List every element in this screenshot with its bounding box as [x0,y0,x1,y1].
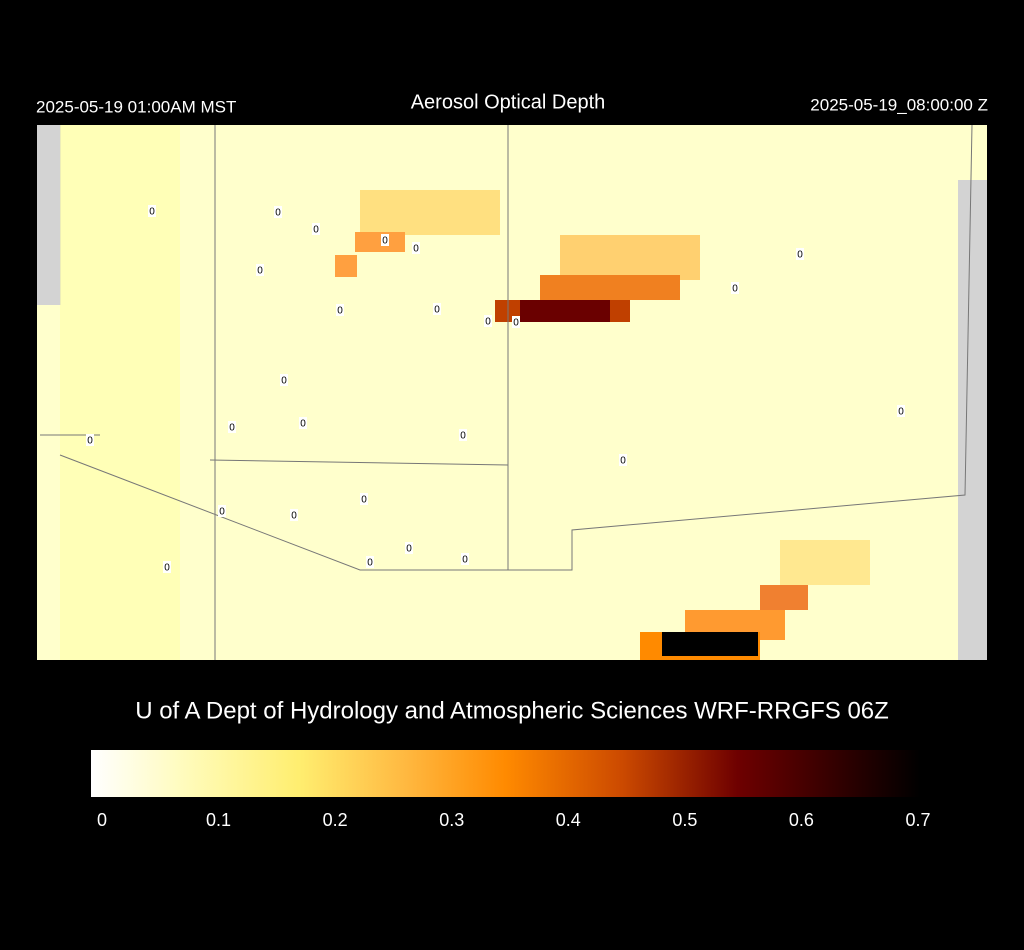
map [37,124,987,660]
station-box [405,542,413,554]
station-value: 0 [620,456,626,467]
valid-utc: 2025-05-19_08:00:00 Z [810,95,988,114]
station-box [218,505,226,517]
station-box [796,248,804,260]
station-value: 0 [300,419,306,430]
station-value: 0 [257,266,263,277]
station-value: 0 [797,250,803,261]
station-box [484,315,492,327]
station-value: 0 [164,563,170,574]
colorbar-tick-label: 0.1 [206,810,231,830]
station-box [86,434,94,446]
station-value: 0 [460,431,466,442]
station-box [228,421,236,433]
borders [40,124,973,660]
station-value: 0 [413,244,419,255]
plume [760,585,808,610]
colorbar-tick-label: 0.6 [789,810,814,830]
station-value: 0 [485,317,491,328]
station-box [433,303,441,315]
station-value: 0 [462,555,468,566]
station-box [360,493,368,505]
stations: 0 0 0 0 0 0 0 0 0 0 0 0 0 0 0 0 0 0 0 0 0 0 0 0 0 0 [86,205,905,574]
plume [662,632,758,656]
station-value: 0 [898,407,904,418]
map-title: Aerosol Optical Depth [411,91,606,113]
station-value: 0 [219,507,225,518]
colorbar-tick-label: 0.7 [905,810,930,830]
plume [335,255,357,277]
station-box [148,205,156,217]
plume [355,232,405,252]
station-value: 0 [361,495,367,506]
station-box [619,454,627,466]
station-value: 0 [313,225,319,236]
plume [540,275,680,300]
station-box [163,561,171,573]
station-box [290,509,298,521]
station-box [366,556,374,568]
station-value: 0 [434,305,440,316]
colorbar-tick-label: 0.5 [672,810,697,830]
station-box [897,405,905,417]
plume [520,300,610,322]
station-box [459,429,467,441]
station-value: 0 [149,207,155,218]
station-box [256,264,264,276]
station-value: 0 [406,544,412,555]
station-box [312,223,320,235]
colorbar-tick-label: 0 [97,810,107,830]
station-value: 0 [732,284,738,295]
station-value: 0 [337,306,343,317]
station-value: 0 [382,236,388,247]
station-value: 0 [281,376,287,387]
colorbar-tick-label: 0.3 [439,810,464,830]
colorbar-ticks: 0 0.1 0.2 0.3 0.4 0.5 0.6 0.7 [97,810,931,830]
station-box [381,234,389,246]
station-box [280,374,288,386]
station-value: 0 [291,511,297,522]
credit: U of A Dept of Hydrology and Atmospheric… [135,697,889,724]
station-value: 0 [513,318,519,329]
shade [60,125,180,660]
colorbar [91,750,920,797]
station-value: 0 [367,558,373,569]
station-value: 0 [229,423,235,434]
station-box [299,417,307,429]
station-box [274,206,282,218]
plume [560,235,700,280]
station-value: 0 [275,208,281,219]
plume [780,540,870,585]
no-data [37,125,61,305]
colorbar-tick-label: 0.4 [556,810,581,830]
colorbar-tick-label: 0.2 [323,810,348,830]
station-box [512,316,520,328]
station-box [336,304,344,316]
station-box [412,242,420,254]
valid-local: 2025-05-19 01:00AM MST [36,97,236,116]
station-value: 0 [87,436,93,447]
station-box [731,282,739,294]
no-data [958,180,987,660]
station-box [461,553,469,565]
plume [360,190,500,235]
